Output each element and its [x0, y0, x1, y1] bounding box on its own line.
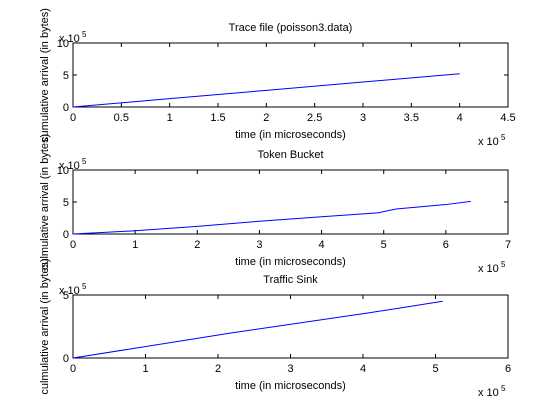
x-scale-power: 5: [501, 260, 506, 269]
y-scale-label: x 10: [59, 160, 80, 172]
y-tick-label: 0: [63, 353, 69, 365]
x-tick-label: 4: [360, 363, 366, 375]
x-tick-label: 3: [360, 112, 366, 124]
x-tick-label: 7: [505, 239, 511, 251]
y-tick-label: 0: [63, 102, 69, 114]
data-line: [72, 300, 443, 359]
x-tick-label: 0: [70, 239, 76, 251]
x-tick-label: 4: [457, 112, 463, 124]
y-axis-label: culmulative arrival (in bytes): [39, 134, 51, 270]
y-scale-power: 5: [82, 157, 87, 166]
x-tick-label: 2: [194, 239, 200, 251]
x-tick-label: 3: [287, 363, 293, 375]
y-axis-label: cumulative arrival (in bytes): [39, 8, 51, 142]
x-tick-label: 6: [443, 239, 449, 251]
y-scale-power: 5: [82, 30, 87, 39]
y-scale-label: x 10: [59, 33, 80, 45]
chart-title: Token Bucket: [257, 149, 323, 161]
axes-box: [72, 42, 509, 108]
x-scale-power: 5: [501, 133, 506, 142]
chart-title: Traffic Sink: [263, 274, 318, 286]
x-scale-label: x 10: [478, 263, 499, 275]
x-tick-label: 2.5: [307, 112, 322, 124]
x-tick-label: 2: [215, 363, 221, 375]
y-tick-label: 5: [63, 290, 69, 302]
x-scale-power: 5: [501, 384, 506, 393]
y-tick-label: 10: [57, 165, 69, 177]
x-tick-label: 3.5: [404, 112, 419, 124]
x-tick-label: 0.5: [114, 112, 129, 124]
x-scale-label: x 10: [478, 387, 499, 399]
y-tick-label: 10: [57, 38, 69, 50]
x-tick-label: 1.5: [210, 112, 225, 124]
y-tick-label: 5: [63, 197, 69, 209]
x-tick-label: 6: [505, 363, 511, 375]
y-tick-label: 5: [63, 70, 69, 82]
data-line: [72, 200, 471, 235]
x-tick-label: 0: [70, 112, 76, 124]
x-tick-label: 4: [319, 239, 325, 251]
x-tick-label: 1: [167, 112, 173, 124]
y-tick-label: 0: [63, 229, 69, 241]
axes-box: [72, 169, 509, 235]
x-tick-label: 1: [142, 363, 148, 375]
y-scale-power: 5: [82, 282, 87, 291]
x-scale-label: x 10: [478, 136, 499, 148]
x-axis-label: time (in microseconds): [235, 256, 346, 268]
chart-title: Trace file (poisson3.data): [229, 22, 353, 34]
x-tick-label: 3: [256, 239, 262, 251]
axes-box: [72, 294, 509, 359]
x-tick-label: 0: [70, 363, 76, 375]
y-scale-label: x 10: [59, 285, 80, 297]
x-tick-label: 4.5: [500, 112, 515, 124]
data-line: [72, 73, 460, 108]
x-tick-label: 5: [432, 363, 438, 375]
x-axis-label: time (in microseconds): [235, 129, 346, 141]
x-axis-label: time (in microseconds): [235, 380, 346, 392]
y-axis-label: culmulative arrival (in bytes): [39, 258, 51, 394]
x-tick-label: 5: [381, 239, 387, 251]
x-tick-label: 1: [132, 239, 138, 251]
x-tick-label: 2: [263, 112, 269, 124]
